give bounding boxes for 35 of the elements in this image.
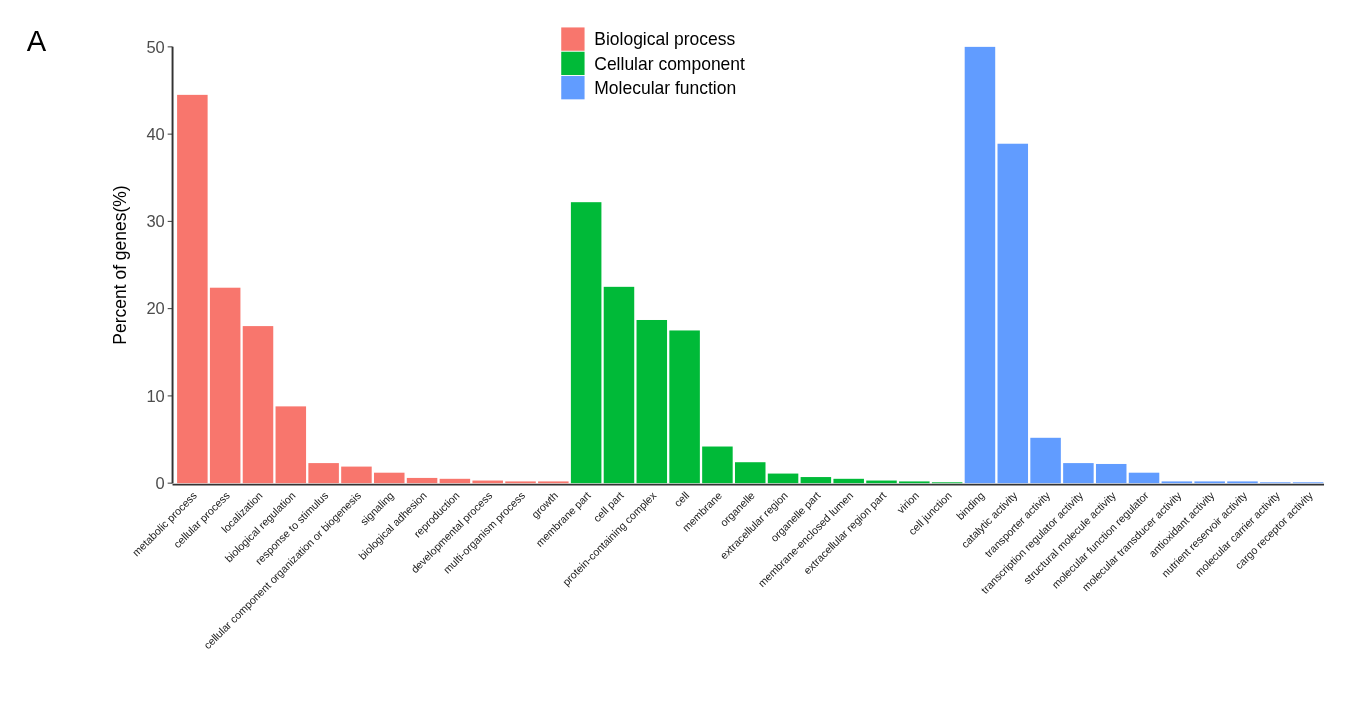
bar [177,94,208,484]
bar [308,463,339,484]
y-tick-label: 20 [146,299,165,318]
bar [1030,437,1061,484]
bar [570,202,602,484]
y-tick-label: 50 [146,37,165,56]
bar [374,472,405,484]
legend-label: Molecular function [594,77,737,98]
y-tick-label: 0 [155,473,165,492]
bar [997,143,1029,484]
bar [275,406,307,484]
bar [603,286,635,484]
bar [209,287,241,484]
bar [242,326,274,484]
bar [439,478,471,484]
bar [800,477,832,484]
y-tick-label: 40 [146,124,165,143]
text: A [26,24,47,57]
bar [669,330,700,484]
bar [636,319,668,484]
bar [1128,472,1160,484]
bar [341,466,372,484]
legend-label: Cellular component [594,53,746,74]
y-tick-label: 30 [146,212,165,231]
bar [406,477,438,484]
bar [702,446,733,484]
bar [1063,463,1094,484]
legend-label: Biological process [594,29,736,50]
y-tick-label: 10 [146,386,165,405]
bar [833,478,864,484]
y-axis-title: Percent of genes(%) [109,185,130,345]
bar [734,462,766,484]
bar [1095,463,1127,484]
bar [964,46,996,484]
bar [767,473,799,484]
